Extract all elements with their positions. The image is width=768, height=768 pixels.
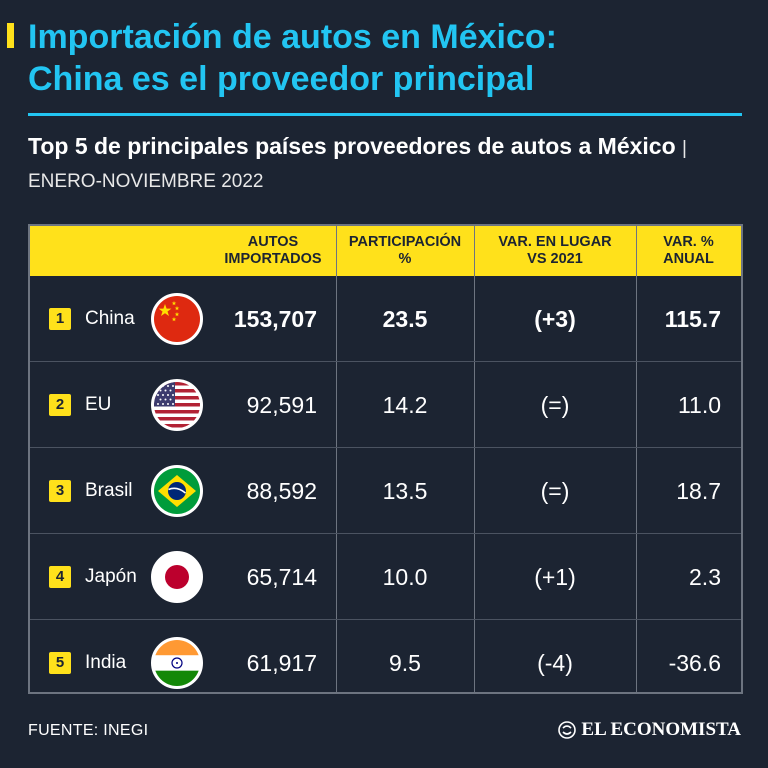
title-line-1: Importación de autos en México: <box>28 18 557 56</box>
header-var-lugar-line-1: VAR. EN LUGAR <box>498 234 612 250</box>
value-var-anual: 115.7 <box>664 306 721 332</box>
value-var-lugar: (=) <box>540 392 570 418</box>
value-var-lugar: (+1) <box>534 564 576 590</box>
table-row: 1 China 153,707 23.5 (+3) 115.7 <box>30 276 741 362</box>
table-row: 4 Japón 65,714 10.0 (+1) 2.3 <box>30 534 741 620</box>
header-participacion-line-2: % <box>398 251 412 267</box>
header-autos: AUTOS IMPORTADOS <box>210 226 336 276</box>
country-name: Brasil <box>85 480 133 501</box>
value-autos: 153,707 <box>233 306 317 332</box>
value-autos: 65,714 <box>246 564 317 590</box>
table-row: 3 Brasil 88,592 13.5 (=) 18.7 <box>30 448 741 534</box>
japan-flag-icon <box>151 551 203 603</box>
header-autos-line-2: IMPORTADOS <box>224 251 322 267</box>
header-participacion: PARTICIPACIÓN% <box>336 226 474 276</box>
value-participacion: 23.5 <box>382 306 428 332</box>
rank-badge: 4 <box>49 566 71 588</box>
subtitle-text: Top 5 de principales países proveedores … <box>28 133 676 159</box>
country-name: India <box>85 652 127 673</box>
brand-name: EL ECONOMISTA <box>581 719 741 740</box>
header-var-anual-line-2: ANUAL <box>663 251 714 267</box>
data-table: AUTOS IMPORTADOS PARTICIPACIÓN% VAR. EN L… <box>28 224 743 694</box>
value-participacion: 14.2 <box>382 392 428 418</box>
value-var-anual: -36.6 <box>668 650 721 676</box>
header-var-anual: VAR. % ANUAL <box>636 226 741 276</box>
el-economista-logo-icon <box>558 721 577 739</box>
accent-bar <box>7 23 14 48</box>
rank-badge: 5 <box>49 652 71 674</box>
value-var-lugar: (=) <box>540 478 570 504</box>
value-participacion: 10.0 <box>382 564 428 590</box>
country-name: Japón <box>85 566 137 587</box>
value-autos: 61,917 <box>246 650 317 676</box>
rank-badge: 3 <box>49 480 71 502</box>
brand-logo: EL ECONOMISTA <box>558 719 741 741</box>
subtitle-period: | ENERO-NOVIEMBRE 2022 <box>28 138 687 192</box>
table-row: 5 India 61,917 9.5 (-4) -36.6 <box>30 620 741 706</box>
header-var-lugar-line-2: VS 2021 <box>527 251 583 267</box>
value-autos: 88,592 <box>246 478 317 504</box>
value-var-lugar: (+3) <box>534 306 576 332</box>
china-flag-icon <box>151 293 203 345</box>
title-divider <box>28 113 742 116</box>
value-var-anual: 11.0 <box>677 392 721 418</box>
title-line-2: China es el proveedor principal <box>28 60 535 98</box>
header-autos-line-1: AUTOS <box>247 234 299 250</box>
table-header: AUTOS IMPORTADOS PARTICIPACIÓN% VAR. EN L… <box>30 226 741 276</box>
value-participacion: 9.5 <box>389 650 421 676</box>
value-var-anual: 18.7 <box>676 478 721 504</box>
india-flag-icon <box>151 637 203 689</box>
value-participacion: 13.5 <box>382 478 428 504</box>
rank-badge: 1 <box>49 308 71 330</box>
table-row: 2 EU 92,591 <box>30 362 741 448</box>
header-var-anual-line-1: VAR. % <box>663 234 714 250</box>
subtitle: Top 5 de principales países proveedores … <box>28 131 743 197</box>
column-divider <box>474 226 475 692</box>
header-var-lugar: VAR. EN LUGAR VS 2021 <box>474 226 636 276</box>
brazil-flag-icon <box>151 465 203 517</box>
source-note: FUENTE: INEGI <box>28 722 149 739</box>
rank-badge: 2 <box>49 394 71 416</box>
usa-flag-icon <box>151 379 203 431</box>
page-title: Importación de autos en México: China es… <box>28 16 748 100</box>
country-name: EU <box>85 394 112 415</box>
header-participacion-line-1: PARTICIPACIÓN <box>348 234 462 250</box>
value-var-anual: 2.3 <box>689 564 721 590</box>
column-divider <box>336 226 337 692</box>
country-name: China <box>85 308 135 329</box>
column-divider <box>636 226 637 692</box>
value-var-lugar: (-4) <box>537 650 573 676</box>
value-autos: 92,591 <box>246 392 317 418</box>
